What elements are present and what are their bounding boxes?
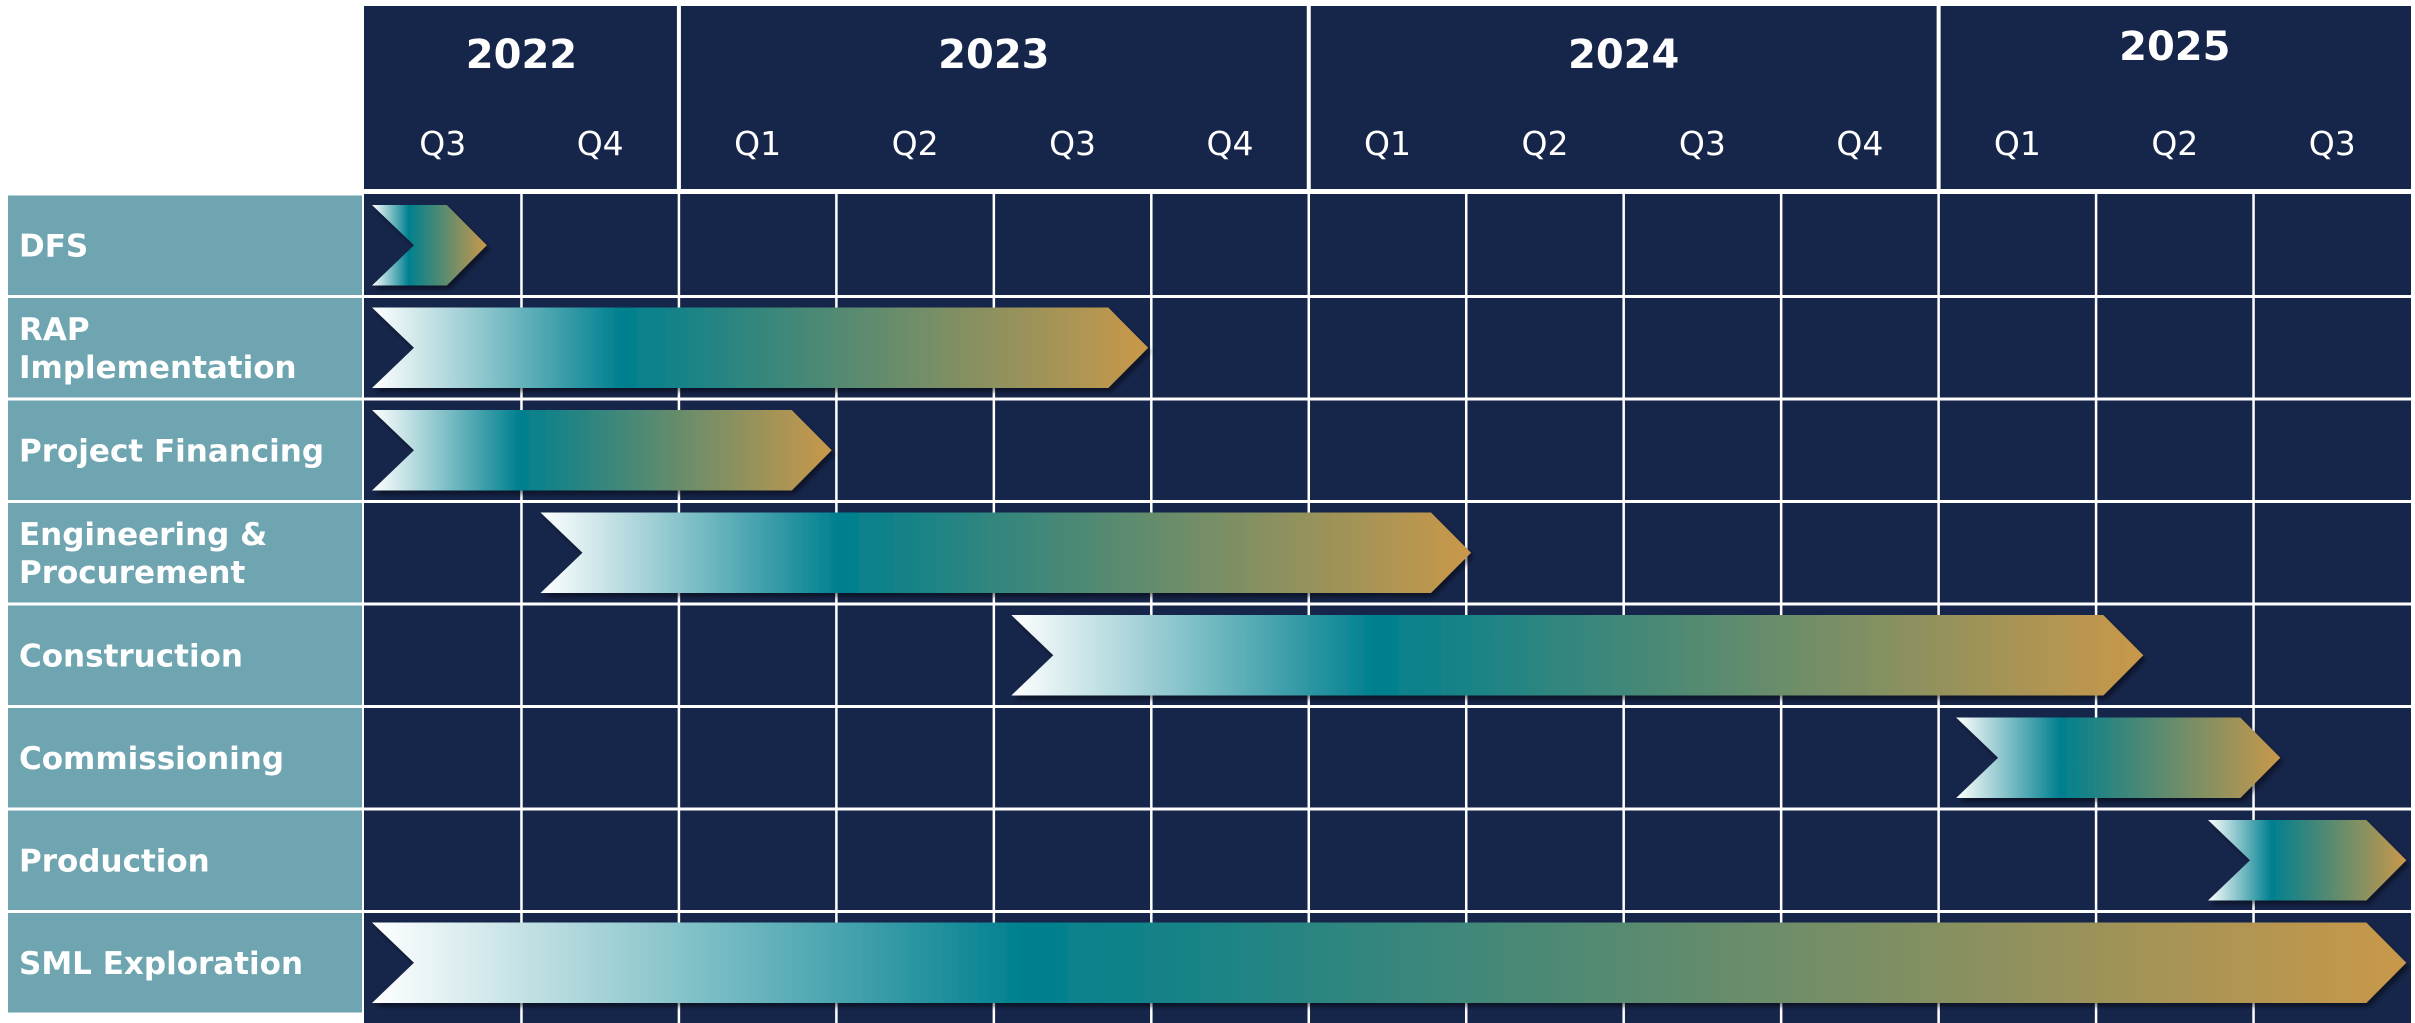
quarter-label-2025-Q2: Q2 — [2151, 124, 2198, 163]
timeline-header: 2022 Q3 Q4 2023 Q1 Q2 Q3 Q4 2024 Q1 Q2 Q3 Q4 2025 Q1 Q2… — [364, 6, 2411, 193]
task-bar-engineering-procurement — [540, 512, 1471, 593]
task-label-text: Procurement — [19, 555, 245, 591]
quarter-label-2024-Q2: Q2 — [1521, 124, 1568, 163]
year-label-2022: 2022 — [466, 32, 577, 78]
task-label-cell — [8, 708, 362, 808]
task-label-cell — [8, 298, 362, 398]
task-bars — [372, 205, 2407, 1003]
task-label-cell — [8, 810, 362, 910]
quarter-label-2024-Q3: Q3 — [1679, 124, 1726, 163]
quarter-label-2024-Q4: Q4 — [1836, 124, 1883, 163]
header-background — [364, 6, 2411, 190]
quarter-label-2024-Q1: Q1 — [1364, 124, 1411, 163]
task-label-text: Production — [19, 843, 210, 879]
quarter-label-2023-Q1: Q1 — [734, 124, 781, 163]
task-label-text: SML Exploration — [19, 946, 303, 982]
task-bar-commissioning — [1956, 717, 2281, 798]
task-bar-production — [2208, 820, 2407, 901]
task-label-text: Commissioning — [19, 741, 284, 777]
task-label-text: Engineering & — [19, 517, 267, 553]
quarter-label-2023-Q4: Q4 — [1207, 124, 1254, 163]
task-label-cell — [8, 400, 362, 500]
year-label-2025: 2025 — [2119, 24, 2230, 70]
quarter-label-2023-Q2: Q2 — [892, 124, 939, 163]
task-label-cell — [8, 913, 362, 1013]
task-label-text: DFS — [19, 228, 88, 264]
quarter-label-2025-Q3: Q3 — [2309, 124, 2356, 163]
task-bar-rap-implementation — [372, 307, 1149, 388]
quarter-label-2022-Q4: Q4 — [577, 124, 624, 163]
timeline-grid — [8, 194, 2411, 1023]
task-bar-sml-exploration — [372, 922, 2407, 1003]
task-label-text: Implementation — [19, 350, 297, 386]
quarter-label-2025-Q1: Q1 — [1994, 124, 2041, 163]
quarter-label-2022-Q3: Q3 — [419, 124, 466, 163]
year-label-2024: 2024 — [1568, 32, 1679, 78]
task-label-text: Project Financing — [19, 433, 324, 469]
task-label-cell — [8, 503, 362, 603]
task-bar-dfs — [372, 205, 487, 286]
quarter-label-2023-Q3: Q3 — [1049, 124, 1096, 163]
task-bar-project-financing — [372, 410, 832, 491]
task-label-text: RAP — [19, 312, 90, 348]
task-bar-construction — [1011, 615, 2144, 696]
year-label-2023: 2023 — [938, 32, 1049, 78]
task-label-cell — [8, 195, 362, 295]
task-label-text: Construction — [19, 638, 243, 674]
task-label-cell — [8, 605, 362, 705]
